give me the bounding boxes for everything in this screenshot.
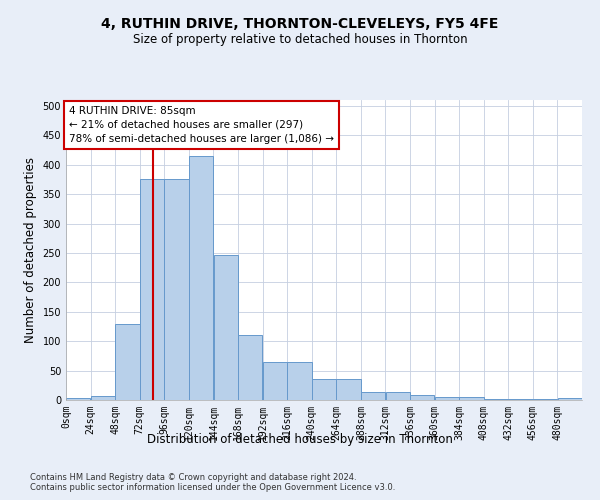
Bar <box>140 180 164 400</box>
Bar <box>361 392 385 400</box>
Text: Distribution of detached houses by size in Thornton: Distribution of detached houses by size … <box>147 432 453 446</box>
Bar <box>287 362 311 400</box>
Bar <box>115 324 140 400</box>
Text: Contains HM Land Registry data © Crown copyright and database right 2024.: Contains HM Land Registry data © Crown c… <box>30 472 356 482</box>
Text: 4, RUTHIN DRIVE, THORNTON-CLEVELEYS, FY5 4FE: 4, RUTHIN DRIVE, THORNTON-CLEVELEYS, FY5… <box>101 18 499 32</box>
Bar <box>435 397 459 400</box>
Bar <box>164 179 189 400</box>
Bar <box>66 398 91 400</box>
Y-axis label: Number of detached properties: Number of detached properties <box>24 157 37 343</box>
Bar <box>410 396 434 400</box>
Bar <box>238 334 262 400</box>
Bar <box>557 398 582 400</box>
Text: Size of property relative to detached houses in Thornton: Size of property relative to detached ho… <box>133 32 467 46</box>
Bar <box>386 392 410 400</box>
Bar <box>214 256 238 400</box>
Bar <box>263 362 287 400</box>
Text: Contains public sector information licensed under the Open Government Licence v3: Contains public sector information licen… <box>30 482 395 492</box>
Bar <box>533 399 557 400</box>
Bar <box>312 380 336 400</box>
Bar <box>189 156 213 400</box>
Bar <box>459 397 484 400</box>
Text: 4 RUTHIN DRIVE: 85sqm
← 21% of detached houses are smaller (297)
78% of semi-det: 4 RUTHIN DRIVE: 85sqm ← 21% of detached … <box>69 106 334 144</box>
Bar <box>337 380 361 400</box>
Bar <box>91 396 115 400</box>
Bar <box>508 399 533 400</box>
Bar <box>484 399 508 400</box>
